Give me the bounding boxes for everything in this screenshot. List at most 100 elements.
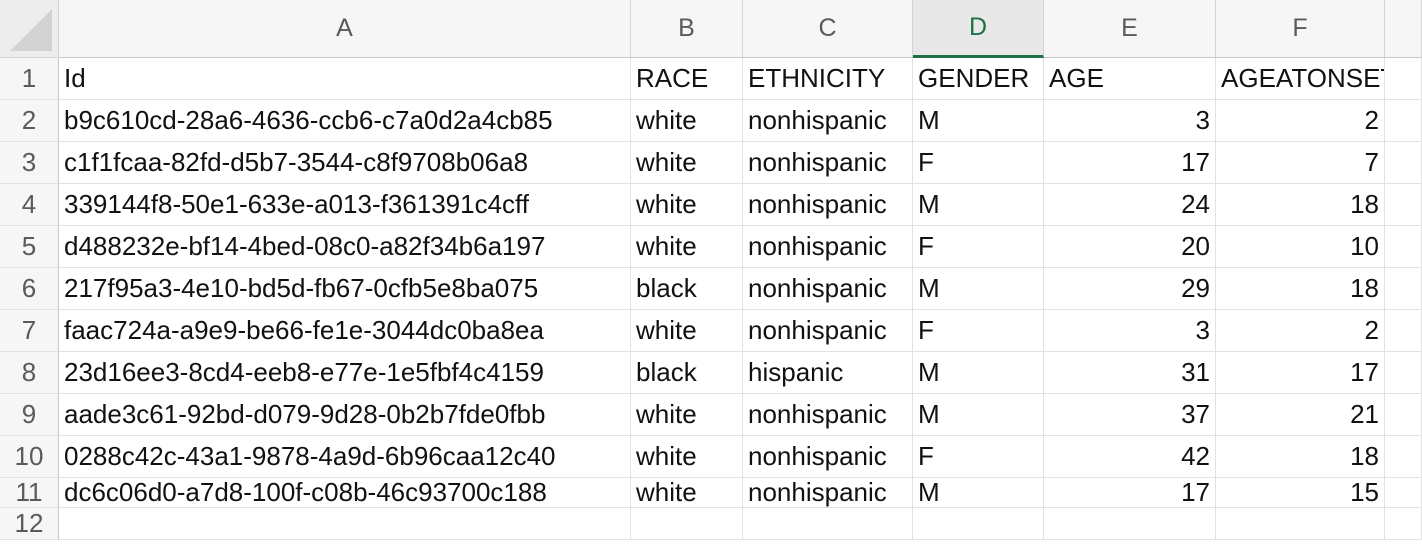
cell-c2[interactable]: nonhispanic xyxy=(743,100,913,142)
cell-b1[interactable]: RACE xyxy=(631,58,743,100)
column-header-d[interactable]: D xyxy=(913,0,1044,58)
cell-c12[interactable] xyxy=(743,508,913,540)
cell-g12[interactable] xyxy=(1385,508,1422,540)
cell-a6[interactable]: 217f95a3-4e10-bd5d-fb67-0cfb5e8ba075 xyxy=(59,268,631,310)
cell-f9[interactable]: 21 xyxy=(1216,394,1385,436)
cell-e1[interactable]: AGE xyxy=(1044,58,1216,100)
cell-d8[interactable]: M xyxy=(913,352,1044,394)
cell-f11[interactable]: 15 xyxy=(1216,478,1385,508)
cell-b7[interactable]: white xyxy=(631,310,743,352)
cell-e5[interactable]: 20 xyxy=(1044,226,1216,268)
cell-c4[interactable]: nonhispanic xyxy=(743,184,913,226)
cell-g4[interactable] xyxy=(1385,184,1422,226)
cell-f1[interactable]: AGEATONSET xyxy=(1216,58,1385,100)
cell-d2[interactable]: M xyxy=(913,100,1044,142)
cell-b9[interactable]: white xyxy=(631,394,743,436)
row-header-3[interactable]: 3 xyxy=(0,142,59,184)
cell-b10[interactable]: white xyxy=(631,436,743,478)
cell-a12[interactable] xyxy=(59,508,631,540)
cell-c3[interactable]: nonhispanic xyxy=(743,142,913,184)
cell-e11[interactable]: 17 xyxy=(1044,478,1216,508)
row-header-2[interactable]: 2 xyxy=(0,100,59,142)
cell-e12[interactable] xyxy=(1044,508,1216,540)
column-header-g[interactable] xyxy=(1385,0,1422,58)
cell-c7[interactable]: nonhispanic xyxy=(743,310,913,352)
cell-d11[interactable]: M xyxy=(913,478,1044,508)
cell-d6[interactable]: M xyxy=(913,268,1044,310)
cell-b4[interactable]: white xyxy=(631,184,743,226)
cell-g8[interactable] xyxy=(1385,352,1422,394)
cell-d12[interactable] xyxy=(913,508,1044,540)
cell-e10[interactable]: 42 xyxy=(1044,436,1216,478)
cell-b12[interactable] xyxy=(631,508,743,540)
column-header-a[interactable]: A xyxy=(59,0,631,58)
column-header-c[interactable]: C xyxy=(743,0,913,58)
cell-f10[interactable]: 18 xyxy=(1216,436,1385,478)
cell-e7[interactable]: 3 xyxy=(1044,310,1216,352)
cell-e4[interactable]: 24 xyxy=(1044,184,1216,226)
column-header-e[interactable]: E xyxy=(1044,0,1216,58)
cell-g3[interactable] xyxy=(1385,142,1422,184)
row-header-11[interactable]: 11 xyxy=(0,477,59,508)
cell-c1[interactable]: ETHNICITY xyxy=(743,58,913,100)
cell-d1[interactable]: GENDER xyxy=(913,58,1044,100)
cell-d3[interactable]: F xyxy=(913,142,1044,184)
row-header-9[interactable]: 9 xyxy=(0,394,59,436)
cell-f8[interactable]: 17 xyxy=(1216,352,1385,394)
cell-b11[interactable]: white xyxy=(631,478,743,508)
cell-c6[interactable]: nonhispanic xyxy=(743,268,913,310)
cell-a4[interactable]: 339144f8-50e1-633e-a013-f361391c4cff xyxy=(59,184,631,226)
cell-e8[interactable]: 31 xyxy=(1044,352,1216,394)
row-header-12[interactable]: 12 xyxy=(0,508,59,540)
row-header-4[interactable]: 4 xyxy=(0,184,59,226)
cell-c9[interactable]: nonhispanic xyxy=(743,394,913,436)
cell-b3[interactable]: white xyxy=(631,142,743,184)
cell-c10[interactable]: nonhispanic xyxy=(743,436,913,478)
cell-f4[interactable]: 18 xyxy=(1216,184,1385,226)
cell-a11[interactable]: dc6c06d0-a7d8-100f-c08b-46c93700c188 xyxy=(59,478,631,508)
cell-a5[interactable]: d488232e-bf14-4bed-08c0-a82f34b6a197 xyxy=(59,226,631,268)
cell-e9[interactable]: 37 xyxy=(1044,394,1216,436)
cell-d9[interactable]: M xyxy=(913,394,1044,436)
row-header-7[interactable]: 7 xyxy=(0,310,59,352)
cell-b5[interactable]: white xyxy=(631,226,743,268)
cell-d4[interactable]: M xyxy=(913,184,1044,226)
cell-g10[interactable] xyxy=(1385,436,1422,478)
cell-b8[interactable]: black xyxy=(631,352,743,394)
cell-e2[interactable]: 3 xyxy=(1044,100,1216,142)
cell-a9[interactable]: aade3c61-92bd-d079-9d28-0b2b7fde0fbb xyxy=(59,394,631,436)
row-header-8[interactable]: 8 xyxy=(0,352,59,394)
cell-f12[interactable] xyxy=(1216,508,1385,540)
cell-a8[interactable]: 23d16ee3-8cd4-eeb8-e77e-1e5fbf4c4159 xyxy=(59,352,631,394)
cell-f3[interactable]: 7 xyxy=(1216,142,1385,184)
cell-f5[interactable]: 10 xyxy=(1216,226,1385,268)
cell-c8[interactable]: hispanic xyxy=(743,352,913,394)
cell-c5[interactable]: nonhispanic xyxy=(743,226,913,268)
cell-f2[interactable]: 2 xyxy=(1216,100,1385,142)
cell-g9[interactable] xyxy=(1385,394,1422,436)
cell-g1[interactable] xyxy=(1385,58,1422,100)
cell-d5[interactable]: F xyxy=(913,226,1044,268)
cell-a1[interactable]: Id xyxy=(59,58,631,100)
row-header-10[interactable]: 10 xyxy=(0,436,59,478)
cell-d7[interactable]: F xyxy=(913,310,1044,352)
cell-d10[interactable]: F xyxy=(913,436,1044,478)
cell-b2[interactable]: white xyxy=(631,100,743,142)
row-header-1[interactable]: 1 xyxy=(0,58,59,100)
cell-e3[interactable]: 17 xyxy=(1044,142,1216,184)
row-header-6[interactable]: 6 xyxy=(0,268,59,310)
cell-g2[interactable] xyxy=(1385,100,1422,142)
cell-a2[interactable]: b9c610cd-28a6-4636-ccb6-c7a0d2a4cb85 xyxy=(59,100,631,142)
cell-f6[interactable]: 18 xyxy=(1216,268,1385,310)
cell-g7[interactable] xyxy=(1385,310,1422,352)
cell-c11[interactable]: nonhispanic xyxy=(743,478,913,508)
cell-b6[interactable]: black xyxy=(631,268,743,310)
column-header-b[interactable]: B xyxy=(631,0,743,58)
row-header-5[interactable]: 5 xyxy=(0,226,59,268)
cell-a10[interactable]: 0288c42c-43a1-9878-4a9d-6b96caa12c40 xyxy=(59,436,631,478)
cell-a3[interactable]: c1f1fcaa-82fd-d5b7-3544-c8f9708b06a8 xyxy=(59,142,631,184)
cell-g11[interactable] xyxy=(1385,478,1422,508)
select-all-corner[interactable] xyxy=(0,0,59,58)
cell-g5[interactable] xyxy=(1385,226,1422,268)
cell-a7[interactable]: faac724a-a9e9-be66-fe1e-3044dc0ba8ea xyxy=(59,310,631,352)
